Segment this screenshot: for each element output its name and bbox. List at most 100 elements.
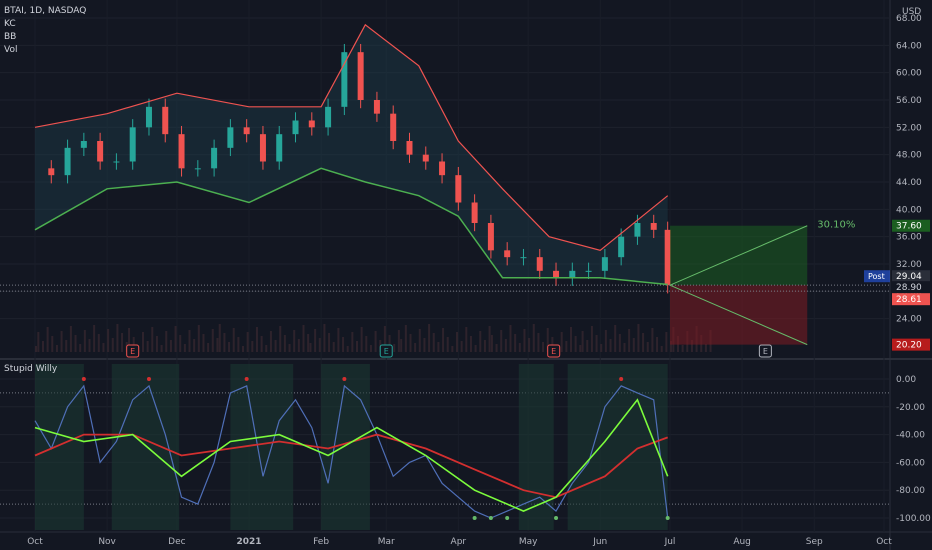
price-tick-label: 40.00 [896, 205, 922, 215]
candle-body [341, 52, 348, 107]
volume-bar [542, 342, 545, 352]
volume-bar [216, 338, 219, 352]
volume-bar [265, 345, 268, 352]
candle-body [194, 168, 201, 170]
candle-body [227, 127, 234, 148]
time-tick-label: Mar [378, 537, 395, 547]
volume-bar [704, 344, 707, 352]
volume-bar [165, 331, 168, 352]
position-tag-label: Post [868, 272, 885, 281]
earnings-marker [758, 344, 772, 358]
candle-body [650, 223, 657, 230]
gain-percent-label: 30.10% [817, 220, 855, 231]
volume-bar [355, 341, 358, 352]
volume-bar [337, 328, 340, 352]
oversold-dot [554, 516, 559, 521]
volume-bar [293, 330, 296, 352]
lower-band-line [34, 167, 668, 286]
volume-bar [488, 326, 491, 352]
target-price-badge-bg [892, 219, 930, 232]
candle-body [325, 106, 332, 128]
volume-bar [604, 330, 607, 352]
volume-bar [465, 327, 468, 352]
volume-bar [532, 324, 535, 352]
volume-bar [307, 334, 310, 352]
volume-bar [670, 341, 673, 352]
position-price-badge-bg [892, 270, 930, 283]
candle-body [536, 257, 543, 271]
volume-bar [332, 342, 335, 352]
upper-band-line [34, 23, 669, 251]
volume-bar [197, 325, 200, 352]
price-tick-label: 44.00 [896, 178, 922, 188]
volume-bar [260, 336, 263, 352]
time-tick-label: Oct [876, 537, 892, 547]
volume-bar [404, 325, 407, 352]
osc-tick-label: -80.00 [896, 486, 925, 496]
oversold-dot [472, 516, 477, 521]
volume-bar [618, 334, 621, 352]
volume-bar [228, 342, 231, 352]
candle-body [422, 154, 429, 162]
volume-bar [111, 338, 114, 352]
volume-bar [218, 324, 221, 352]
volume-bar [55, 345, 58, 352]
volume-bar [374, 331, 377, 352]
candle-body [569, 270, 576, 278]
candle-body [520, 257, 527, 259]
candle-body [439, 161, 446, 176]
time-tick-label: Oct [27, 537, 43, 547]
volume-bar [509, 325, 512, 352]
volume-bar [446, 337, 449, 352]
volume-bar [314, 329, 317, 352]
volume-bar [46, 327, 49, 352]
price-tick-label: 24.00 [896, 315, 922, 325]
target-price-badge: 37.60 [896, 222, 922, 232]
earnings-marker-label: E [384, 347, 389, 356]
time-tick-label: 2021 [236, 537, 261, 547]
position-price-badge: 29.04 [896, 272, 922, 282]
volume-bar [183, 344, 186, 352]
candle-body [487, 223, 494, 251]
candle-body [243, 127, 250, 135]
osc-tick-label: -40.00 [896, 431, 925, 441]
candle-body [178, 134, 185, 169]
volume-bar [432, 333, 435, 352]
volume-bar [279, 326, 282, 352]
candle-body [113, 161, 120, 163]
candle-body [64, 147, 71, 176]
stop-price-badge: 20.20 [896, 341, 922, 351]
indicator-vol[interactable]: Vol [4, 45, 18, 55]
earnings-marker [379, 344, 393, 358]
volume-bar [560, 332, 563, 352]
volume-bar [437, 342, 440, 352]
volume-bar [202, 334, 205, 352]
volume-bar [528, 338, 531, 352]
volume-bar [74, 335, 77, 352]
volume-bar [469, 336, 472, 352]
volume-bar [479, 331, 482, 352]
volume-bar [69, 326, 72, 352]
volume-bar [193, 339, 196, 352]
volume-bar [504, 339, 507, 352]
indicator-bb[interactable]: BB [4, 32, 17, 42]
oversold-dot [665, 516, 670, 521]
oversold-dot [488, 516, 493, 521]
indicator-kc[interactable]: KC [4, 19, 16, 29]
price-tick-label: 60.00 [896, 69, 922, 79]
volume-bar [302, 325, 305, 352]
time-tick-label: May [519, 537, 538, 547]
volume-bar [651, 328, 654, 352]
oversold-dot [505, 516, 510, 521]
candle-body [618, 236, 625, 258]
volume-bar [681, 345, 684, 352]
volume-bar [188, 330, 191, 352]
volume-bar [51, 336, 54, 352]
volume-bar [309, 343, 312, 352]
currency-label: USD [902, 7, 921, 17]
osc-tick-label: -100.00 [896, 514, 931, 524]
candle-body [308, 120, 315, 128]
volume-bar [83, 330, 86, 352]
volume-bar [423, 338, 426, 352]
